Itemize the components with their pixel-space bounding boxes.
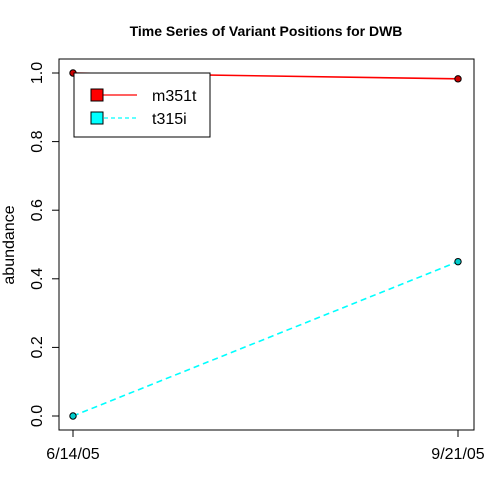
y-tick-label: 0.0 (29, 405, 46, 427)
data-point-t315i (454, 257, 462, 266)
y-tick-label: 0.8 (29, 130, 46, 152)
legend-label: t315i (152, 111, 187, 128)
y-tick-label: 0.2 (29, 336, 46, 358)
legend-swatch (90, 111, 104, 125)
x-axis: 6/14/05 9/21/05 (46, 429, 485, 463)
series-line-t315i (72, 260, 459, 417)
data-point-t315i (69, 412, 77, 420)
legend: m351t t315i (73, 72, 211, 138)
y-tick-label: 1.0 (29, 62, 46, 84)
legend-swatch (90, 88, 104, 102)
x-tick-label: 6/14/05 (46, 446, 99, 463)
y-axis: 0.0 0.2 0.4 0.6 0.8 1.0 (29, 62, 60, 427)
x-tick-label: 9/21/05 (431, 446, 484, 463)
y-axis-label: abundance (1, 205, 18, 284)
data-point-m351t (454, 75, 462, 83)
y-tick-label: 0.6 (29, 199, 46, 221)
y-tick-label: 0.4 (29, 268, 46, 290)
legend-label: m351t (152, 88, 197, 105)
legend-box (73, 72, 211, 138)
chart-title: Time Series of Variant Positions for DWB (130, 23, 403, 39)
